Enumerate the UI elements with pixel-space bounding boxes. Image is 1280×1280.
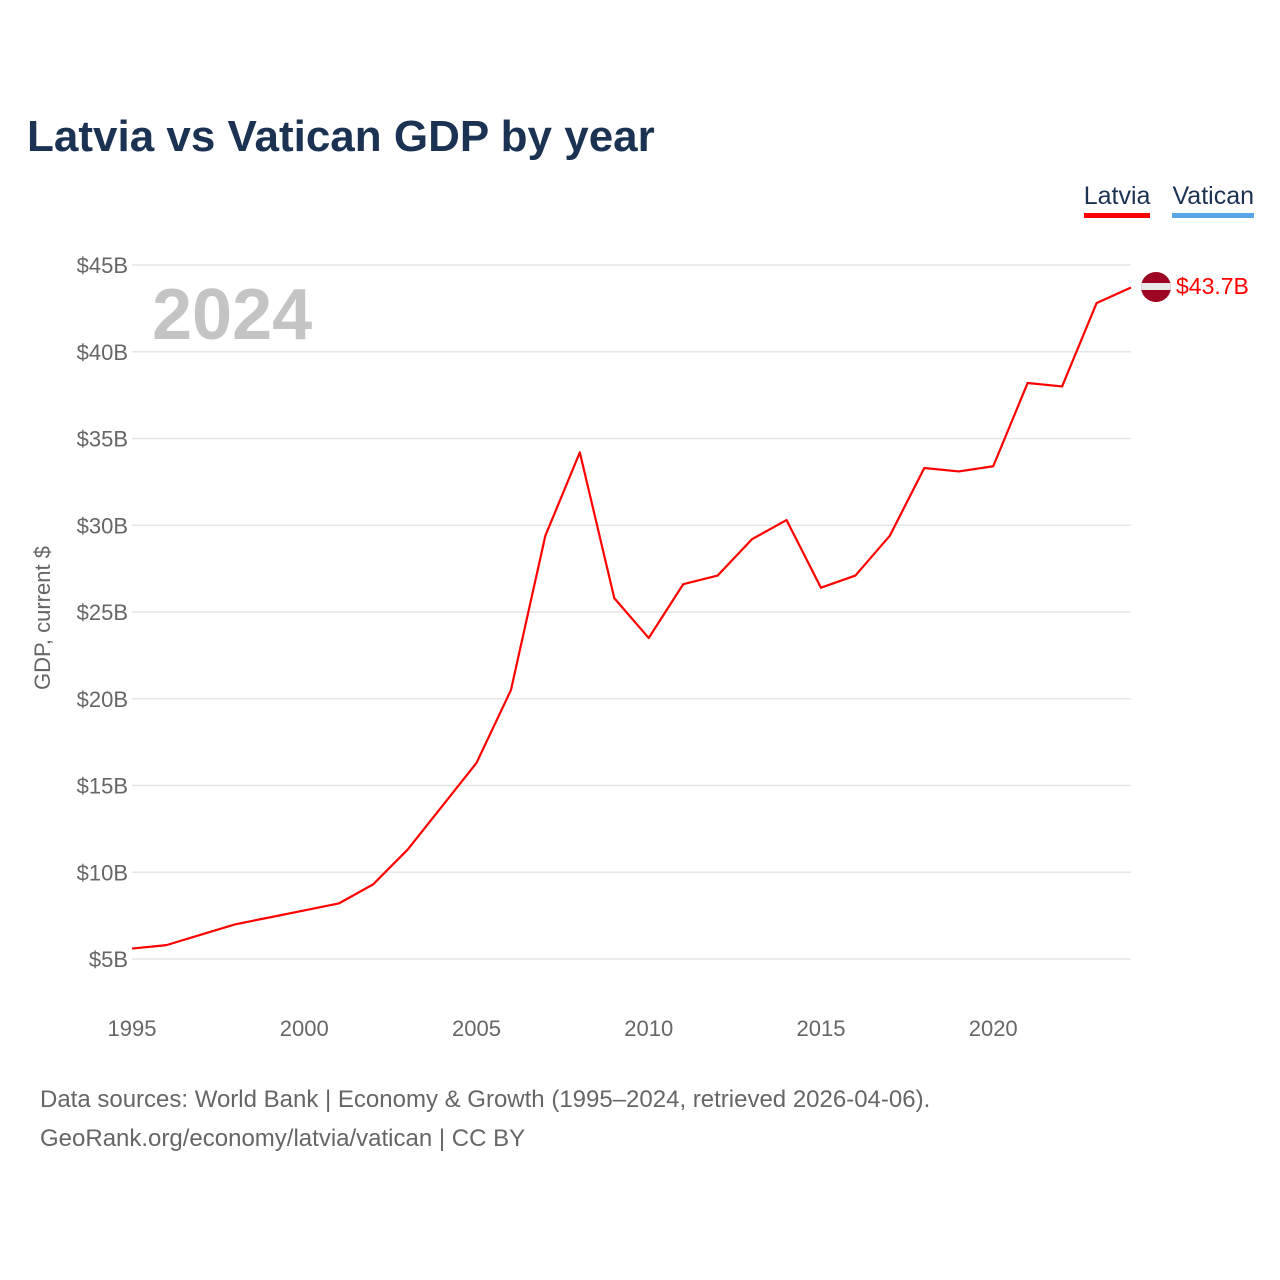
y-tick-label: $35B: [77, 427, 128, 452]
y-tick-label: $30B: [77, 513, 128, 538]
legend-vatican[interactable]: Vatican: [1172, 182, 1254, 218]
y-tick-label: $15B: [77, 774, 128, 799]
footer-link[interactable]: GeoRank.org/economy/latvia/vatican | CC …: [40, 1125, 526, 1152]
series-line-latvia: [131, 286, 1132, 950]
latvia-flag-marker: [1141, 272, 1171, 302]
year-watermark: 2024: [152, 275, 312, 355]
y-tick-label: $25B: [77, 600, 128, 625]
legend-latvia[interactable]: Latvia: [1083, 182, 1151, 218]
y-tick-label: $40B: [77, 340, 128, 365]
x-tick-label: 2010: [624, 1016, 673, 1041]
x-tick-label: 1995: [108, 1016, 157, 1041]
y-tick-label: $45B: [77, 253, 128, 278]
y-tick-label: $10B: [77, 860, 128, 885]
latvia-flag-icon: [1141, 272, 1171, 302]
x-tick-label: 2000: [280, 1016, 329, 1041]
legend: Latvia Vatican: [1083, 182, 1254, 218]
end-value-label: $43.7B: [1176, 273, 1249, 299]
x-tick-label: 2020: [969, 1016, 1018, 1041]
y-axis-label: GDP, current $: [30, 546, 55, 690]
y-tick-label: $5B: [89, 947, 128, 972]
x-tick-label: 2015: [796, 1016, 845, 1041]
y-tick-label: $20B: [77, 687, 128, 712]
footer-sources: Data sources: World Bank | Economy & Gro…: [40, 1086, 931, 1113]
x-tick-label: 2005: [452, 1016, 501, 1041]
chart-title: Latvia vs Vatican GDP by year: [27, 112, 655, 161]
